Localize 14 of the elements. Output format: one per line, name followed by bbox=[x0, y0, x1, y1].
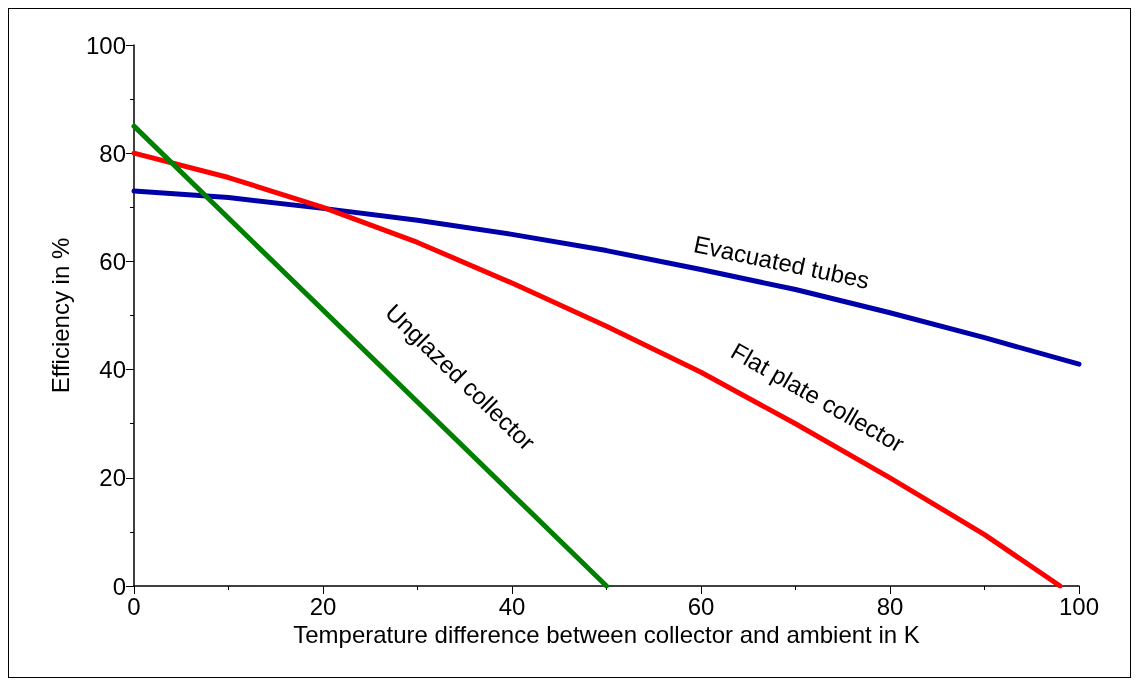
y-tick-label: 60 bbox=[99, 247, 126, 275]
x-tick-label: 60 bbox=[687, 592, 715, 620]
text: Evacuated tubes bbox=[691, 230, 872, 294]
x-tick-label: 20 bbox=[309, 592, 337, 620]
x-tick-label: 80 bbox=[876, 592, 904, 620]
y-axis-title: Efficiency in % bbox=[46, 237, 74, 394]
x-axis-title: Temperature difference between collector and ambient in K bbox=[293, 621, 920, 649]
y-tick-label: 100 bbox=[85, 31, 126, 59]
y-tick-label: 40 bbox=[99, 356, 126, 384]
y-tick-label: 80 bbox=[99, 139, 126, 167]
x-tick-label: 40 bbox=[498, 592, 526, 620]
y-tick-label: 20 bbox=[99, 464, 126, 492]
y-tick-label: 0 bbox=[112, 572, 126, 600]
x-tick-label: 100 bbox=[1058, 592, 1100, 620]
